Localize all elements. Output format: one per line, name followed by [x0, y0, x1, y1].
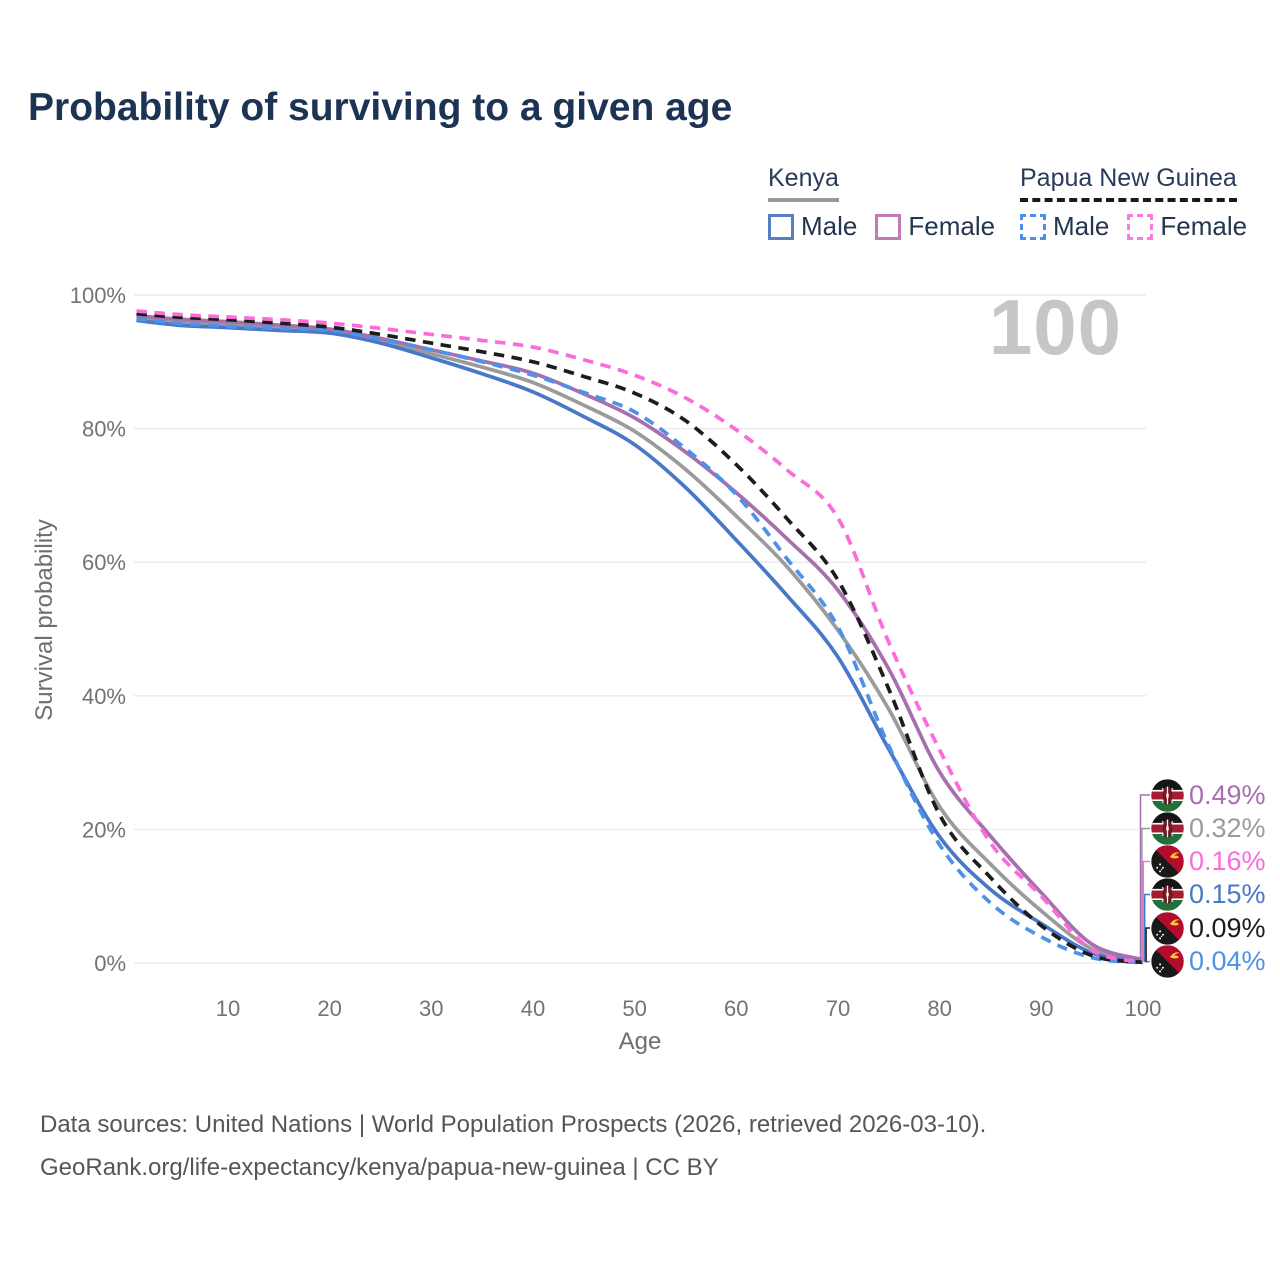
x-tick-label: 90: [1029, 996, 1053, 1021]
legend-item-kenya-female[interactable]: Female: [875, 211, 995, 242]
papua-new-guinea-flag-icon: [1151, 845, 1184, 878]
series-line-papua-new-guinea-female: [136, 309, 1144, 964]
series-line-kenya-male: [136, 318, 1144, 964]
legend-item-label: Female: [1160, 211, 1248, 241]
label-connector-papua-new-guinea-female: [1142, 860, 1150, 962]
end-label-papua-new-guinea-female: 0.16%: [1151, 845, 1266, 879]
x-tick-label: 100: [1125, 996, 1162, 1021]
y-tick-label: 0%: [94, 951, 126, 976]
y-tick-label: 60%: [82, 550, 126, 575]
label-connector-kenya-female: [1139, 794, 1150, 960]
footer: Data sources: United Nations | World Pop…: [40, 1104, 986, 1189]
age-watermark: 100: [988, 283, 1122, 371]
end-label-kenya-both-sexes: 0.32%: [1151, 812, 1266, 846]
x-tick-label: 30: [419, 996, 443, 1021]
page-title: Probability of surviving to a given age: [28, 86, 733, 129]
legend-swatch-icon: [875, 213, 902, 240]
x-tick-label: 10: [216, 996, 240, 1021]
x-tick-label: 50: [622, 996, 646, 1021]
end-label-value: 0.32%: [1189, 813, 1266, 843]
end-label-kenya-female: 0.49%: [1151, 778, 1266, 812]
legend-group-papua-new-guinea: Papua New Guinea Male Female: [1020, 164, 1247, 242]
end-label-value: 0.09%: [1189, 912, 1266, 943]
label-connector-kenya-male: [1143, 893, 1150, 962]
legend-item-label: Male: [801, 211, 858, 241]
legend-item-papua-new-guinea-male[interactable]: Male: [1020, 211, 1109, 242]
x-tick-label: 20: [317, 996, 341, 1021]
y-tick-label: 40%: [82, 684, 126, 709]
legend-swatch-icon: [1127, 213, 1154, 240]
footer-sources: Data sources: United Nations | World Pop…: [40, 1111, 987, 1138]
legend-swatch-icon: [1020, 213, 1046, 240]
legend-item-kenya-male[interactable]: Male: [768, 211, 857, 242]
y-tick-label: 80%: [82, 417, 126, 442]
y-axis-title: Survival probability: [31, 519, 58, 721]
end-label-kenya-male: 0.15%: [1151, 878, 1266, 912]
papua-new-guinea-flag-icon: [1151, 912, 1184, 945]
end-label-value: 0.49%: [1189, 779, 1266, 810]
legend-group-title-kenya: Kenya: [768, 164, 839, 202]
legend-item-papua-new-guinea-female[interactable]: Female: [1127, 211, 1247, 242]
end-label-value: 0.04%: [1189, 946, 1266, 976]
legend-item-label: Female: [908, 211, 996, 241]
series-line-papua-new-guinea-both-sexes: [136, 311, 1144, 965]
series-line-papua-new-guinea-male: [136, 317, 1144, 965]
legend-swatch-icon: [768, 213, 794, 240]
x-axis-title: Age: [618, 1028, 662, 1055]
x-tick-label: 70: [826, 996, 850, 1021]
end-label-papua-new-guinea-male: 0.04%: [1151, 945, 1266, 979]
label-connector-kenya-both-sexes: [1141, 827, 1150, 961]
end-label-papua-new-guinea-both-sexes: 0.09%: [1151, 911, 1266, 945]
legend-group-title-papua-new-guinea: Papua New Guinea: [1020, 164, 1237, 202]
x-tick-label: 40: [521, 996, 545, 1021]
y-tick-label: 100%: [70, 283, 126, 308]
legend-group-kenya: Kenya Male Female: [768, 164, 995, 242]
series-line-kenya-both-sexes: [136, 315, 1144, 963]
papua-new-guinea-flag-icon: [1151, 945, 1184, 978]
x-tick-label: 60: [724, 996, 748, 1021]
footer-link: GeoRank.org/life-expectancy/kenya/papua-…: [40, 1153, 719, 1181]
kenya-flag-icon: [1151, 779, 1184, 812]
legend-item-label: Male: [1053, 211, 1110, 241]
end-label-value: 0.16%: [1189, 846, 1266, 876]
end-label-value: 0.15%: [1189, 879, 1266, 909]
x-tick-label: 80: [927, 996, 951, 1021]
label-connector-papua-new-guinea-male: [1146, 960, 1150, 963]
kenya-flag-icon: [1151, 812, 1184, 845]
label-connector-papua-new-guinea-both-sexes: [1145, 927, 1150, 963]
kenya-flag-icon: [1151, 878, 1184, 911]
y-tick-label: 20%: [82, 817, 126, 842]
